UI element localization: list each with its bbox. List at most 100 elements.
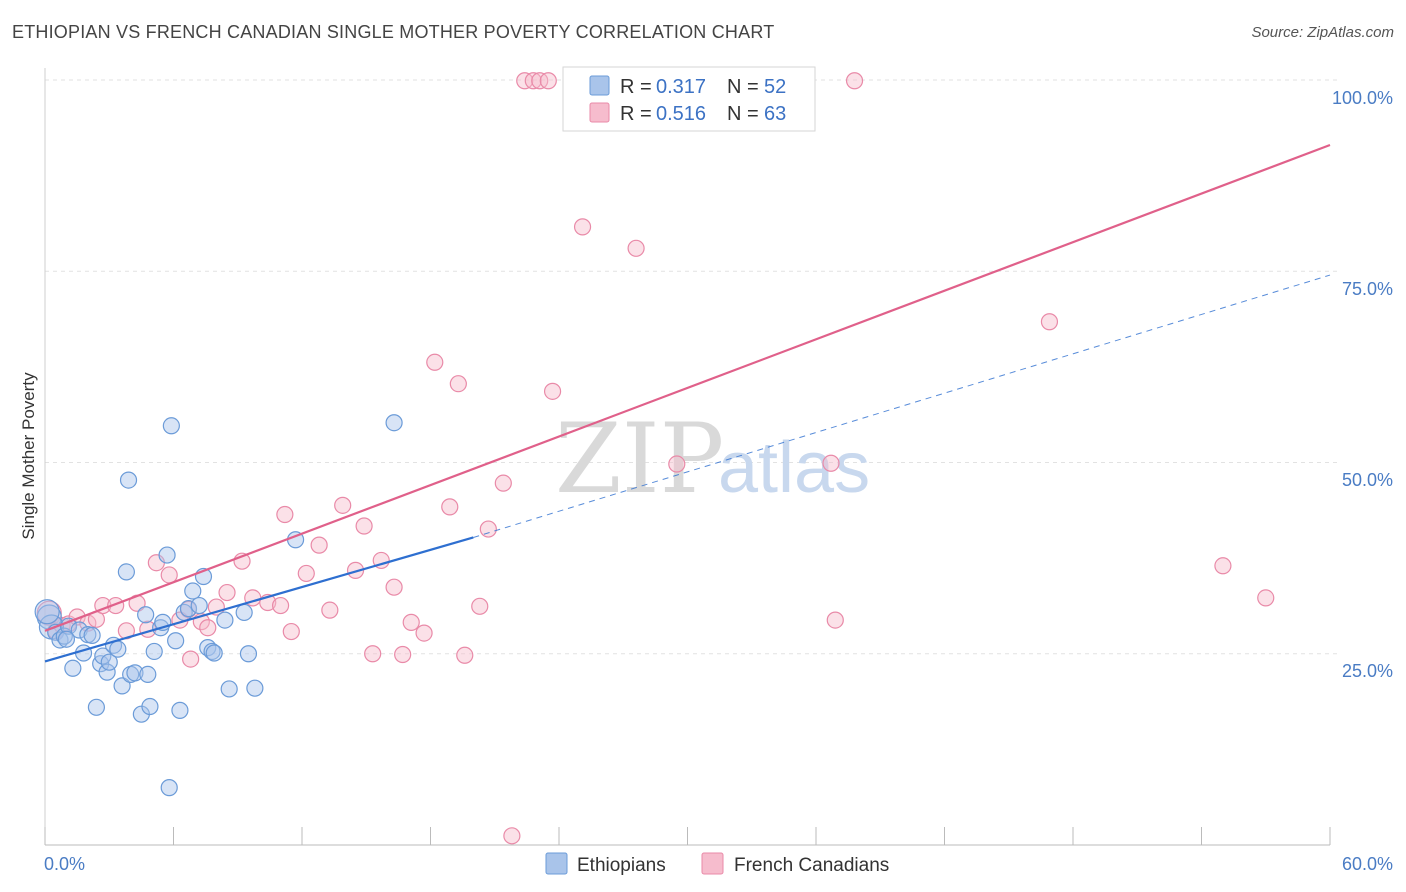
ethiopians-point [57, 630, 76, 648]
legend-n-label-pink: N = [727, 103, 759, 125]
ethiopians-point [55, 627, 73, 645]
ethiopians-point [119, 471, 138, 489]
french-canadians-point [845, 72, 864, 90]
x-tick-label-max: 60.0% [1342, 854, 1393, 874]
x-ticks [44, 827, 1331, 845]
ethiopians-point [139, 665, 157, 684]
legend-swatch-pink [589, 102, 610, 123]
y-tick-label-100: 100.0% [1332, 88, 1393, 108]
ethiopians-point [190, 596, 208, 615]
ethiopians-point [109, 640, 127, 658]
french-canadians-point [449, 375, 467, 393]
ethiopians-point [184, 582, 202, 600]
french-canadians-point [627, 239, 645, 257]
ethiopians-point [216, 611, 234, 629]
series-legend-swatch-french-canadians [701, 852, 724, 875]
ethiopians-point [145, 642, 163, 661]
french-canadians-point [573, 218, 592, 236]
ethiopians-point [83, 626, 101, 644]
legend-n-value-blue: 52 [764, 76, 786, 98]
french-canadians-point [415, 624, 433, 642]
stats-legend: R = 0.317 N = 52 R = 0.516 N = 63 [562, 66, 816, 132]
ethiopians-point [162, 417, 180, 435]
ethiopians-point [64, 659, 82, 677]
series-legend-swatch-ethiopians [545, 852, 568, 875]
ethiopians-point [171, 701, 189, 719]
y-tick-label-75: 75.0% [1342, 279, 1393, 299]
watermark-zip: ZIP [555, 403, 724, 515]
french-canadians-point [394, 645, 412, 664]
french-canadians-point [1040, 313, 1059, 331]
ethiopians-point [126, 664, 144, 682]
french-canadians-point [524, 72, 542, 90]
legend-n-label-blue: N = [727, 76, 759, 98]
french-canadians-point [494, 474, 512, 492]
ethiopians-point [34, 599, 60, 625]
french-canadians-point [402, 613, 420, 631]
chart-title: ETHIOPIAN VS FRENCH CANADIAN SINGLE MOTH… [12, 22, 775, 42]
french-canadians-point [479, 520, 497, 538]
french-canadians-point [282, 622, 300, 641]
ethiopians-point [100, 653, 118, 671]
french-canadians-point [182, 650, 200, 668]
french-canadians-point [297, 564, 315, 583]
ethiopians-point [137, 606, 155, 624]
x-tick-label-min: 0.0% [44, 854, 85, 874]
ethiopians-point [141, 697, 159, 716]
series-legend: Ethiopians French Canadians [545, 852, 889, 876]
french-canadians-point [543, 382, 562, 400]
ethiopians-point [239, 645, 258, 663]
watermark: ZIP atlas [555, 403, 870, 515]
series-legend-label-ethiopians: Ethiopians [577, 855, 666, 876]
y-axis-title: Single Mother Poverty [19, 372, 38, 540]
french-canadians-point [1214, 557, 1232, 575]
french-canadians-point [441, 498, 459, 516]
ethiopians-point [167, 632, 185, 650]
legend-swatch-blue [589, 75, 610, 96]
ethiopians-point [220, 680, 238, 698]
french-canadians-point [1257, 589, 1275, 607]
french-canadians-point [321, 601, 339, 619]
ethiopians-point [179, 600, 198, 618]
legend-r-value-blue: 0.317 [656, 76, 706, 98]
ethiopians-trend-line [44, 536, 474, 663]
ethiopians-point [385, 414, 403, 432]
watermark-atlas: atlas [718, 428, 870, 508]
french-canadians-point [539, 72, 557, 90]
ethiopians-point [158, 546, 176, 564]
ethiopians-point [70, 621, 88, 639]
french-canadians-point [271, 596, 290, 615]
y-tick-label-50: 50.0% [1342, 470, 1393, 490]
french-canadians-point [218, 583, 236, 602]
french-canadians-point [426, 353, 444, 371]
french-canadians-trend-line [44, 143, 1331, 632]
legend-r-label-pink: R = [620, 103, 652, 125]
chart-source: Source: ZipAtlas.com [1251, 24, 1394, 41]
y-tick-label-25: 25.0% [1342, 661, 1393, 681]
ethiopians-point [87, 698, 106, 716]
french-canadians-point [385, 578, 403, 596]
legend-r-label-blue: R = [620, 76, 652, 98]
series-legend-label-french-canadians: French Canadians [734, 855, 889, 876]
french-canadians-point [355, 517, 373, 535]
french-canadians-point [199, 619, 217, 637]
ethiopians-point [160, 779, 178, 797]
ethiopians-point [235, 603, 253, 622]
ethiopians-point [205, 644, 223, 662]
ethiopians-points [34, 414, 403, 797]
french-canadians-point [826, 611, 844, 629]
legend-n-value-pink: 63 [764, 103, 786, 125]
trend-lines [44, 143, 1331, 663]
french-canadians-point [310, 536, 328, 554]
ethiopians-point [246, 679, 264, 697]
french-canadians-point [334, 496, 352, 514]
french-canadians-point [364, 645, 382, 663]
ethiopians-point [59, 617, 78, 635]
french-canadians-point [456, 646, 474, 664]
french-canadians-point [822, 454, 840, 472]
ethiopians-point [117, 563, 135, 581]
ethiopians-point [113, 677, 131, 695]
french-canadians-point [471, 597, 489, 615]
y-tick-labels: 100.0% 75.0% 50.0% 25.0% [1332, 88, 1393, 681]
